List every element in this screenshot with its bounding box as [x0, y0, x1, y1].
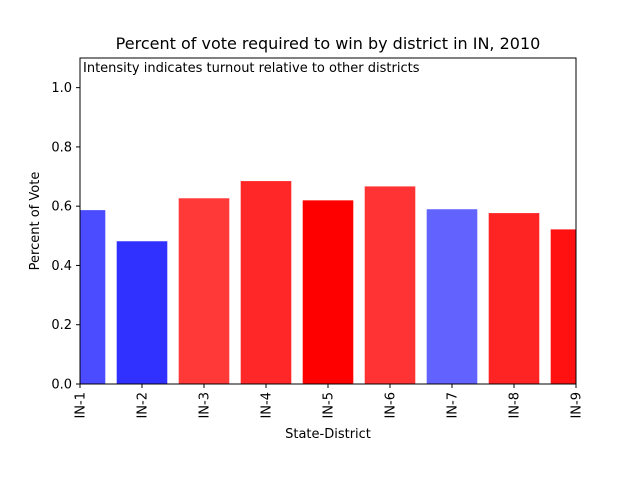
y-tick-label: 0.6 [51, 200, 72, 215]
bars-group [80, 181, 576, 384]
x-tick-label: IN-9 [570, 392, 585, 419]
bar-in-9 [550, 229, 576, 384]
y-tick-label: 1.0 [51, 81, 72, 96]
x-tick-label: IN-2 [136, 392, 151, 419]
x-tick-label: IN-8 [508, 392, 523, 419]
x-axis: IN-1 IN-2 IN-3 IN-4 IN-5 IN-6 IN-7 IN-8 IN-9 [74, 384, 585, 419]
y-tick-label: 0.0 [51, 378, 72, 393]
bar-in-1 [80, 210, 106, 384]
bar-in-3 [178, 198, 230, 384]
x-tick-label: IN-4 [260, 392, 275, 419]
bar-in-2 [116, 241, 168, 384]
x-tick-label: IN-1 [74, 392, 89, 419]
bar-in-6 [364, 186, 416, 384]
x-tick-label: IN-3 [198, 392, 213, 419]
bar-in-7 [426, 209, 478, 384]
y-tick-label: 0.8 [51, 140, 72, 155]
bar-in-4 [240, 181, 292, 384]
bar-in-8 [488, 213, 540, 384]
chart-subtitle: Intensity indicates turnout relative to … [83, 61, 420, 76]
x-axis-label: State-District [285, 427, 371, 442]
bar-in-5 [302, 200, 354, 384]
x-tick-label: IN-7 [446, 392, 461, 419]
chart-title: Percent of vote required to win by distr… [116, 34, 541, 53]
x-tick-label: IN-6 [384, 392, 399, 419]
y-axis: 0.0 0.2 0.4 0.6 0.8 1.0 [51, 81, 80, 393]
y-tick-label: 0.2 [51, 318, 72, 333]
y-tick-label: 0.4 [51, 259, 72, 274]
x-tick-label: IN-5 [322, 392, 337, 419]
y-axis-label: Percent of Vote [28, 172, 43, 271]
